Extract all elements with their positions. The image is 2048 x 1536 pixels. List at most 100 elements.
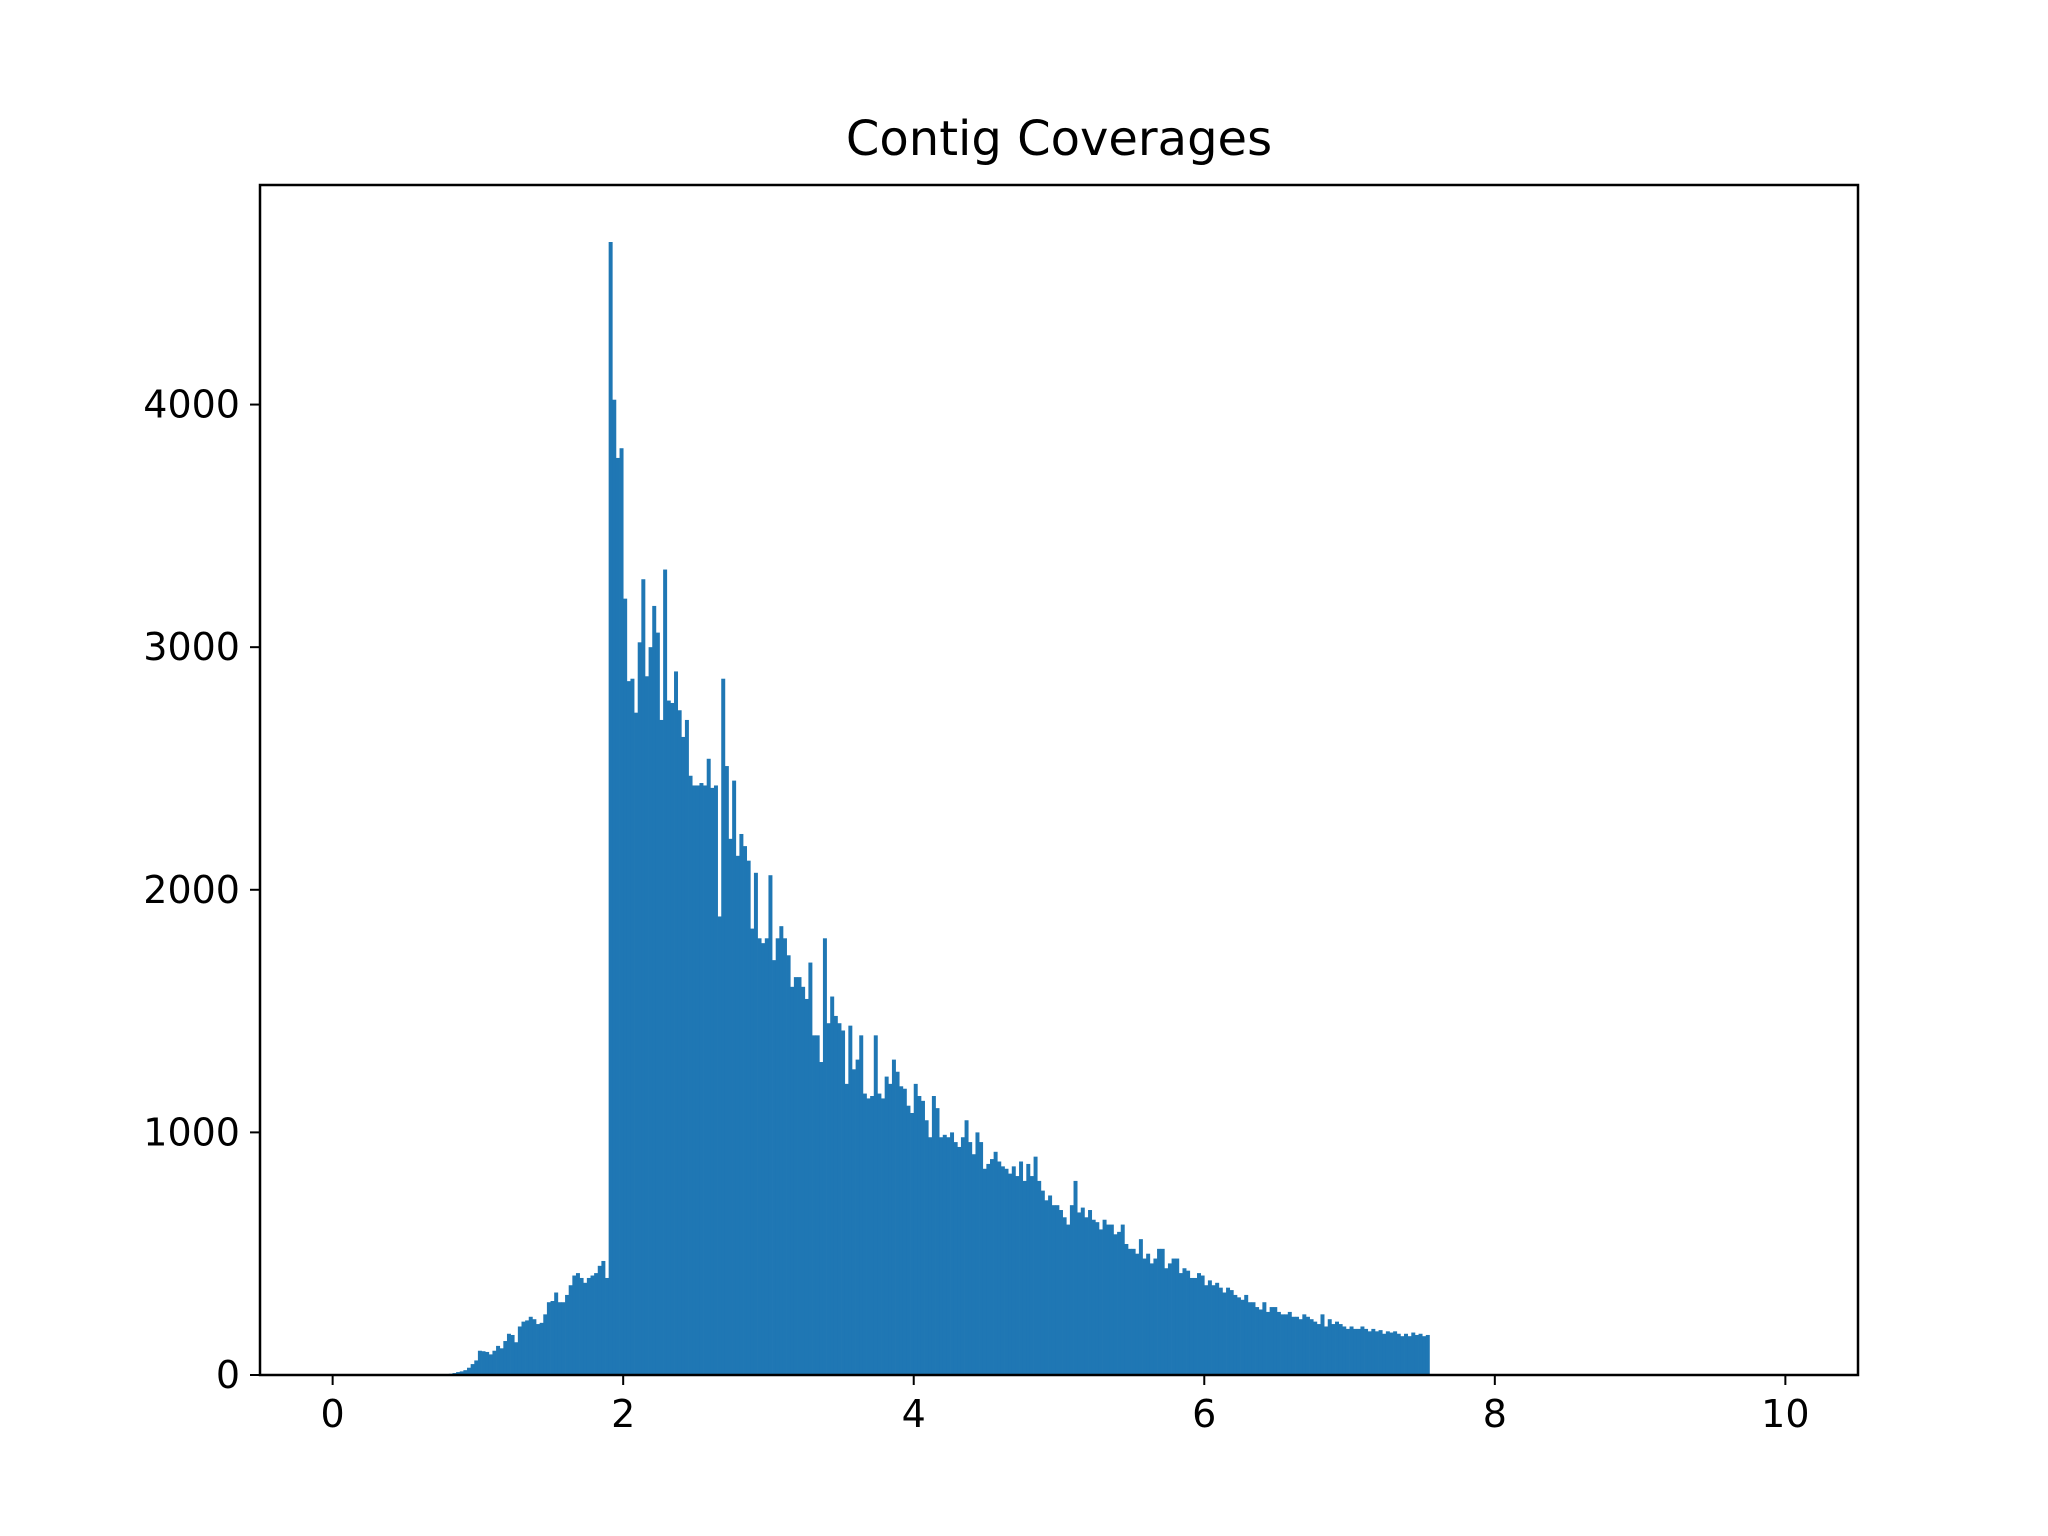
histogram-bar [1091,1219,1096,1375]
histogram-bar [1200,1275,1205,1375]
histogram-bar [474,1360,479,1375]
histogram-bar [659,719,664,1375]
histogram-bar [579,1277,584,1375]
histogram-bar [1066,1224,1071,1375]
histogram-bar [837,1023,842,1375]
histogram-bar [1342,1326,1347,1375]
histogram-bar [935,1108,940,1375]
histogram-bar [597,1265,602,1375]
histogram-bar [855,1059,860,1375]
histogram-bar [768,875,773,1375]
histogram-bar [1302,1314,1307,1375]
histogram-bar [1233,1294,1238,1375]
histogram-bar [608,242,613,1375]
histogram-bar [514,1342,519,1375]
histogram-bar [1404,1333,1408,1375]
histogram-bar [942,1134,947,1375]
histogram-bar [1327,1319,1332,1375]
histogram-bar [1385,1331,1390,1375]
histogram-bar [506,1333,511,1375]
histogram-bar [993,1151,998,1375]
histogram-bar [677,710,682,1375]
histogram-bar [1309,1319,1314,1375]
y-tick-label: 2000 [143,868,240,912]
histogram-bar [1175,1258,1180,1375]
histogram-bar [1157,1248,1162,1375]
histogram-bar [1240,1299,1245,1375]
histogram-bar [539,1322,544,1375]
histogram-bar [1160,1248,1165,1375]
histogram-bar [644,676,649,1375]
histogram-bar [982,1168,987,1375]
histogram-bar [910,1112,915,1375]
histogram-bar [1062,1217,1067,1375]
y-axis-ticks: 0 1000 2000 3000 4000 [143,383,260,1397]
histogram-bar [674,671,679,1375]
histogram-bar [1207,1280,1212,1375]
histogram-bar [706,758,711,1375]
histogram-bar [666,700,671,1375]
histogram-bar [1029,1176,1034,1375]
histogram-bar [510,1334,515,1375]
histogram-bar [1414,1334,1419,1375]
histogram-bar [1229,1290,1234,1375]
histogram-bar [1356,1328,1361,1375]
histogram-bar [1364,1328,1369,1375]
histogram-bar [1367,1331,1372,1375]
histogram-bar [877,1093,882,1375]
histogram-bar [891,1059,896,1375]
x-tick-label: 10 [1761,1392,1809,1436]
histogram-bar [575,1273,580,1375]
histogram-bar [913,1083,918,1375]
histogram-bar [1059,1210,1063,1375]
histogram-bar [623,598,628,1375]
histogram-bar [1374,1331,1379,1375]
histogram-bar [1113,1234,1118,1375]
histogram-bar [477,1350,482,1375]
histogram-bar [746,860,751,1375]
histogram-bar [786,955,791,1375]
histogram-bar [1295,1316,1300,1375]
y-tick-label: 1000 [143,1110,240,1154]
histogram-bar [888,1083,893,1375]
histogram-bar [1135,1253,1140,1375]
histogram-bar [964,1120,969,1375]
histogram-bar [568,1285,573,1375]
histogram-bar [953,1142,958,1375]
histogram-bar [1193,1277,1198,1375]
histogram-bar [986,1163,991,1375]
histogram-bar [1055,1205,1060,1375]
histogram-bar [797,977,802,1375]
histogram-bar [496,1345,501,1375]
histogram-bar [670,702,675,1375]
histogram-bar [1353,1328,1358,1375]
histogram-bar [1095,1222,1100,1375]
histogram-bar [990,1159,994,1375]
histogram-bar [775,938,780,1375]
histogram-bar [1324,1326,1329,1375]
histogram-bar [997,1161,1002,1375]
histogram-bar [717,916,722,1375]
y-tick-label: 0 [216,1353,240,1397]
histogram-bar [681,736,686,1375]
histogram-bar [517,1326,522,1375]
histogram-bar [968,1142,973,1375]
x-tick-label: 2 [611,1392,635,1436]
histogram-bar [1131,1248,1136,1375]
histogram-bar [1393,1331,1398,1375]
histogram-bar [1222,1292,1227,1375]
histogram-bar [1338,1324,1343,1375]
chart-title: Contig Coverages [846,111,1272,167]
histogram-bar [859,1035,864,1375]
histogram-bar [536,1324,540,1375]
histogram-bar [1371,1328,1376,1375]
histogram-bar [626,681,631,1375]
histogram-bar [1015,1176,1020,1375]
histogram-bar [1077,1212,1082,1375]
histogram-bar [637,642,642,1375]
histogram-bar [822,938,827,1375]
histogram-bar [732,780,737,1375]
histogram-bar [772,960,777,1375]
histogram-bar [764,938,769,1375]
